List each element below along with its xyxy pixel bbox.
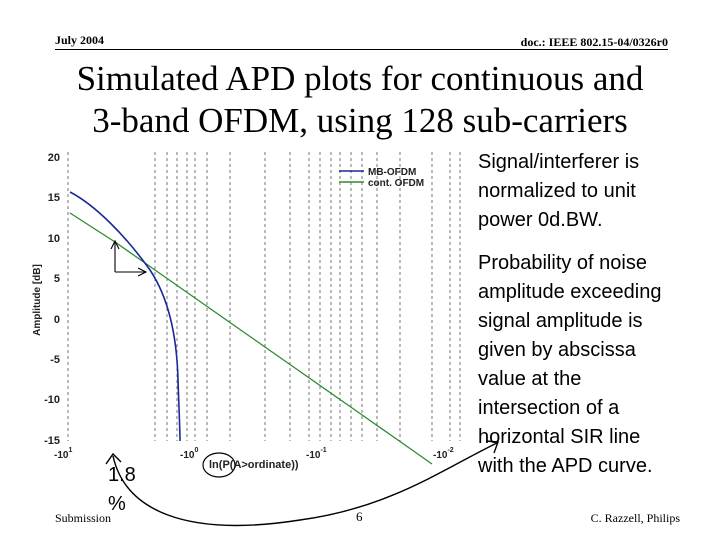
slope-arrow-right [137, 267, 148, 277]
chart-legend: MB-OFDM cont. OFDM [339, 167, 424, 189]
x-tick-label: -10-2 [433, 447, 454, 461]
title-line-2: 3-band OFDM, using 128 sub-carriers [92, 101, 628, 140]
side-line: intersection of a [478, 397, 620, 419]
callout-value: 1.8 [108, 464, 136, 486]
series-line-mb-ofdm [69, 191, 181, 442]
slope-annotation [110, 239, 148, 277]
side-line: amplitude exceeding [478, 281, 662, 303]
legend-label-cont-ofdm: cont. OFDM [368, 178, 424, 189]
y-tick-labels: 20 15 10 5 0 -5 -10 -15 [44, 152, 60, 447]
side-note-normalization: Signal/interferer is normalized to unit … [478, 148, 639, 235]
x-tick-label: -10-1 [306, 447, 327, 461]
footer-page-number: 6 [356, 509, 363, 524]
callout-unit: % [108, 493, 126, 515]
series-line-cont-ofdm [69, 212, 433, 465]
x-tick-labels: -101 -100 -10-1 -10-2 [54, 447, 454, 461]
side-line: Probability of noise [478, 252, 647, 274]
x-tick-label: -101 [54, 447, 72, 461]
header-doc-id: doc.: IEEE 802.15-04/0326r0 [520, 35, 668, 49]
callout-percentage: 1.8 % [108, 461, 136, 519]
footer-submission: Submission [55, 511, 112, 525]
y-tick-label: -10 [44, 394, 60, 406]
axis-label-highlight [202, 452, 236, 478]
side-line: normalized to unit [478, 180, 636, 202]
side-note-probability: Probability of noise amplitude exceeding… [478, 249, 661, 481]
callout-arrowhead-left [105, 452, 122, 465]
side-line: Signal/interferer is [478, 151, 640, 173]
side-line: signal amplitude is [478, 310, 643, 332]
footer-author: C. Razzell, Philips [590, 511, 680, 525]
y-tick-label: 15 [48, 192, 60, 204]
callout-arc [112, 442, 498, 527]
x-tick-label: -100 [180, 447, 198, 461]
x-axis-label: ln(P(A>ordinate)) [209, 459, 299, 471]
y-tick-label: -5 [50, 354, 60, 366]
legend-label-mb-ofdm: MB-OFDM [368, 167, 416, 178]
y-tick-label: 20 [48, 152, 60, 164]
header-divider [55, 49, 668, 50]
header-date: July 2004 [55, 33, 105, 47]
y-tick-label: 5 [54, 273, 60, 285]
callout-arrowhead-right [485, 440, 499, 454]
y-tick-label: 10 [48, 233, 60, 245]
y-axis-label: Amplitude [dB] [32, 264, 43, 336]
side-line: power 0d.BW. [478, 209, 603, 231]
side-line: horizontal SIR line [478, 426, 641, 448]
side-line: given by abscissa [478, 339, 636, 361]
side-line: value at the [478, 368, 582, 390]
slide-title: Simulated APD plots for continuous and 3… [20, 58, 700, 142]
title-line-1: Simulated APD plots for continuous and [76, 59, 644, 98]
y-tick-label: 0 [54, 314, 60, 326]
side-line: with the APD curve. [478, 455, 653, 477]
y-tick-label: -15 [44, 435, 60, 447]
grid-lines [67, 152, 461, 441]
slope-arrow-up [110, 239, 120, 250]
